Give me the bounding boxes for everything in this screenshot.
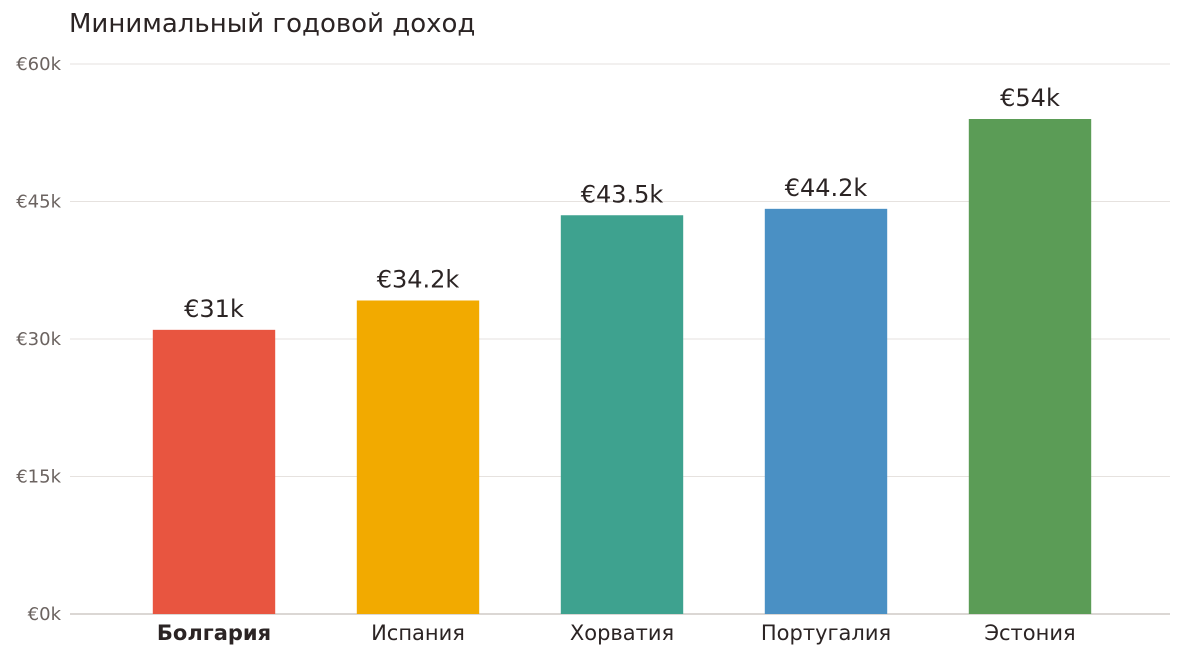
value-label: €31k (184, 295, 244, 323)
chart-title: Минимальный годовой доход (69, 9, 476, 39)
value-label: €44.2k (785, 174, 868, 202)
x-tick-label: Португалия (761, 621, 891, 645)
bar (560, 215, 684, 614)
bar (968, 119, 1092, 614)
value-labels: €31k €34.2k €43.5k €44.2k €54k (184, 84, 1060, 323)
x-tick-label: Эстония (984, 621, 1075, 645)
y-tick-label: €0k (28, 604, 62, 625)
y-tick-label: €15k (16, 467, 61, 488)
value-label: €43.5k (581, 180, 664, 208)
x-tick-label: Хорватия (570, 621, 674, 645)
y-axis-ticks: €0k €15k €30k €45k €60k (16, 54, 61, 625)
bar (356, 300, 480, 614)
y-tick-label: €30k (16, 329, 61, 350)
x-tick-label: Испания (371, 621, 465, 645)
bar (152, 329, 276, 614)
value-label: €34.2k (377, 266, 460, 294)
y-tick-label: €45k (16, 192, 61, 213)
x-tick-label: Болгария (157, 621, 271, 645)
bar (764, 208, 888, 615)
y-tick-label: €60k (16, 54, 61, 75)
value-label: €54k (1000, 84, 1060, 112)
category-labels: Болгария Испания Хорватия Португалия Эстония (157, 621, 1076, 645)
bars (152, 119, 1092, 615)
